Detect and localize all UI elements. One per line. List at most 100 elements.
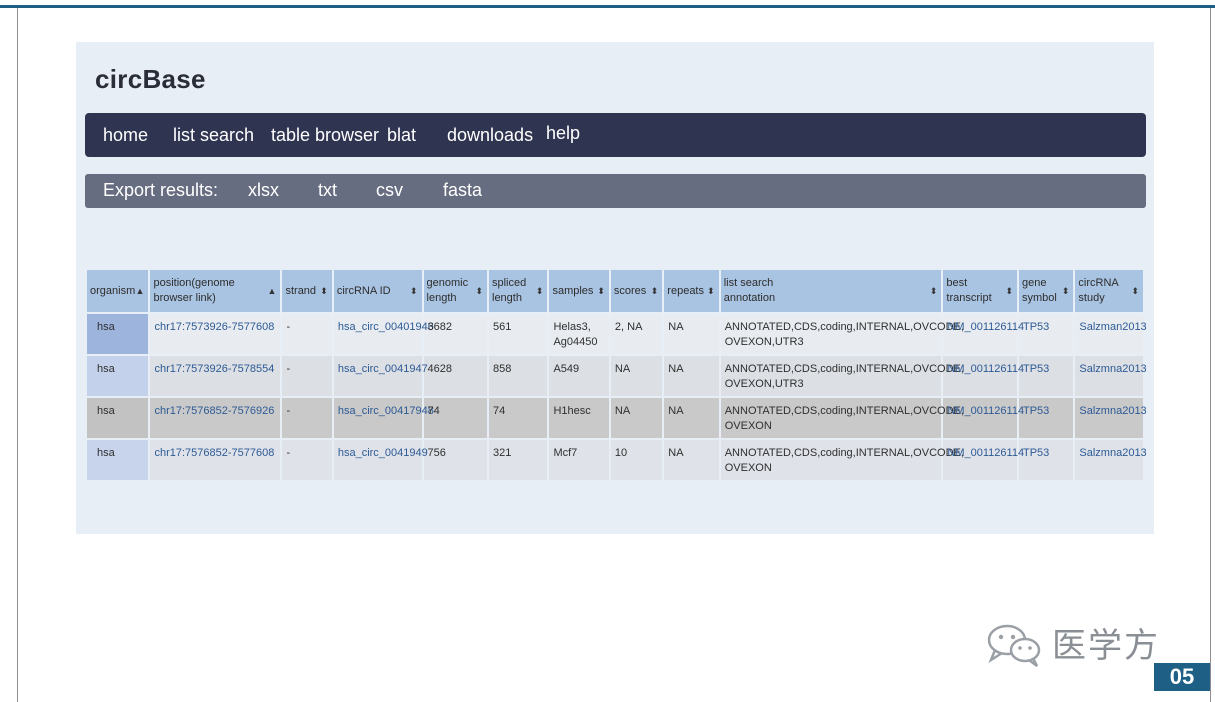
- cell-spliced-length: 321: [489, 440, 548, 480]
- nav-blat[interactable]: blat: [387, 125, 417, 145]
- col-header-scores[interactable]: scores ⬍: [610, 270, 663, 312]
- col-header-circrna-study[interactable]: circRNA study ⬍: [1075, 270, 1143, 312]
- cell-repeats: NA: [664, 398, 719, 438]
- table-row: hsa chr17:7573926-7577608 - hsa_circ_004…: [87, 314, 1147, 354]
- header-label: circRNA study: [1078, 277, 1119, 304]
- nav-help[interactable]: help: [546, 123, 581, 143]
- wechat-icon: [985, 620, 1045, 668]
- export-csv-link[interactable]: csv: [376, 180, 403, 200]
- cell-scores: 10: [610, 440, 663, 480]
- nav-home[interactable]: home: [103, 125, 149, 145]
- nav-table-browser[interactable]: table browser: [271, 125, 380, 145]
- nav-downloads[interactable]: downloads: [447, 125, 534, 145]
- header-label: samples: [552, 284, 594, 297]
- cell-gene-link[interactable]: TP53: [1018, 356, 1074, 396]
- cell-gene-link[interactable]: TP53: [1018, 440, 1074, 480]
- sort-both-icon: ⬍: [1061, 286, 1070, 296]
- cell-transcript-link[interactable]: NM_001126114: [943, 314, 1024, 354]
- cell-spliced-length: 858: [489, 356, 548, 396]
- cell-scores: NA: [610, 398, 663, 438]
- cell-samples: A549: [549, 356, 609, 396]
- cell-study-link[interactable]: Salzmna2013: [1075, 398, 1147, 438]
- nav-bar: home list search table browser blat down…: [85, 113, 1146, 157]
- cell-transcript-link[interactable]: NM_001126114: [943, 356, 1024, 396]
- cell-study-link[interactable]: Salzman2013: [1075, 314, 1147, 354]
- cell-samples: H1hesc: [549, 398, 609, 438]
- table-row: hsa chr17:7576852-7577608 - hsa_circ_004…: [87, 440, 1147, 480]
- cell-repeats: NA: [664, 356, 719, 396]
- cell-circrna-id-link[interactable]: hsa_circ_00417948: [333, 398, 434, 438]
- col-header-repeats[interactable]: repeats ⬍: [664, 270, 719, 312]
- cell-organism: hsa: [87, 398, 149, 438]
- cell-study-link[interactable]: Salzmna2013: [1075, 356, 1147, 396]
- cell-position-link[interactable]: chr17:7576852-7577608: [150, 440, 281, 480]
- cell-repeats: NA: [664, 440, 719, 480]
- export-xlsx-link[interactable]: xlsx: [248, 180, 279, 200]
- col-header-genomic-length[interactable]: genomic length ⬍: [423, 270, 487, 312]
- cell-spliced-length: 74: [489, 398, 548, 438]
- cell-circrna-id-link[interactable]: hsa_circ_00401946: [333, 314, 434, 354]
- col-header-gene-symbol[interactable]: gene symbol ⬍: [1018, 270, 1074, 312]
- cell-transcript-link[interactable]: NM_001126114: [943, 398, 1024, 438]
- col-header-spliced-length[interactable]: spliced length ⬍: [489, 270, 548, 312]
- cell-annotation: ANNOTATED,CDS,coding,INTERNAL,OVCODE, OV…: [720, 356, 964, 396]
- header-label: organism: [90, 284, 136, 297]
- cell-samples: Helas3, Ag04450: [549, 314, 609, 354]
- table-row: hsa chr17:7573926-7578554 - hsa_circ_004…: [87, 356, 1147, 396]
- header-label: spliced length: [492, 277, 527, 304]
- sort-both-icon: ⬍: [409, 286, 418, 296]
- nav-list-search[interactable]: list search: [173, 125, 255, 145]
- cell-annotation: ANNOTATED,CDS,coding,INTERNAL,OVCODE, OV…: [720, 440, 964, 480]
- header-row: organism ▲ position(genome browser link) ▲…: [87, 270, 1143, 312]
- cell-study-link[interactable]: Salzmna2013: [1075, 440, 1147, 480]
- col-header-samples[interactable]: samples ⬍: [549, 270, 609, 312]
- header-label: circRNA ID: [336, 284, 391, 297]
- header-label: position(genome browser link): [153, 277, 235, 304]
- cell-genomic-length: 74: [423, 398, 487, 438]
- col-header-best-transcript[interactable]: best transcript ⬍: [943, 270, 1017, 312]
- left-rule: [17, 8, 18, 702]
- cell-organism: hsa: [87, 440, 149, 480]
- sort-both-icon: ⬍: [650, 286, 659, 296]
- header-label: best transcript: [946, 277, 992, 304]
- cell-position-link[interactable]: chr17:7573926-7577608: [150, 314, 281, 354]
- cell-position-link[interactable]: chr17:7576852-7576926: [150, 398, 281, 438]
- cell-organism: hsa: [87, 356, 149, 396]
- col-header-strand[interactable]: strand ⬍: [282, 270, 332, 312]
- cell-gene-link[interactable]: TP53: [1018, 314, 1074, 354]
- header-label: repeats: [667, 284, 704, 297]
- col-header-organism[interactable]: organism ▲: [87, 270, 149, 312]
- site-title[interactable]: circBase: [95, 64, 206, 94]
- export-txt-link[interactable]: txt: [318, 180, 338, 200]
- cell-genomic-length: 756: [423, 440, 487, 480]
- cell-scores: NA: [610, 356, 663, 396]
- top-rule: [0, 5, 1215, 8]
- cell-circrna-id-link[interactable]: hsa_circ_0041949: [333, 440, 428, 480]
- sort-both-icon: ⬍: [1005, 286, 1013, 296]
- sort-asc-icon: ▲: [267, 286, 277, 296]
- cell-strand: -: [282, 398, 332, 438]
- cell-circrna-id-link[interactable]: hsa_circ_0041947: [333, 356, 428, 396]
- col-header-position[interactable]: position(genome browser link) ▲: [150, 270, 281, 312]
- cell-spliced-length: 561: [489, 314, 548, 354]
- export-bar: Export results: xlsx txt csv fasta: [85, 174, 1146, 208]
- cell-repeats: NA: [664, 314, 719, 354]
- export-fasta-link[interactable]: fasta: [443, 180, 483, 200]
- cell-gene-link[interactable]: TP53: [1018, 398, 1074, 438]
- right-rule: [1210, 8, 1211, 702]
- cell-genomic-length: 3682: [423, 314, 487, 354]
- results-table: organism ▲ position(genome browser link) ▲…: [85, 268, 1147, 482]
- col-header-circrna-id[interactable]: circRNA ID ⬍: [333, 270, 422, 312]
- header-label: list search annotation: [723, 277, 776, 304]
- cell-genomic-length: 4628: [423, 356, 487, 396]
- col-header-annotation[interactable]: list search annotation ⬍: [720, 270, 942, 312]
- sort-both-icon: ⬍: [929, 286, 938, 296]
- cell-annotation: ANNOTATED,CDS,coding,INTERNAL,OVCODE, OV…: [720, 398, 964, 438]
- watermark-text: 医学方: [1052, 626, 1160, 666]
- export-label: Export results:: [103, 180, 219, 200]
- header-label: scores: [613, 284, 647, 297]
- sort-both-icon: ⬍: [707, 286, 715, 296]
- cell-transcript-link[interactable]: NM_001126114: [943, 440, 1024, 480]
- cell-position-link[interactable]: chr17:7573926-7578554: [150, 356, 281, 396]
- sort-asc-icon: ▲: [135, 286, 145, 296]
